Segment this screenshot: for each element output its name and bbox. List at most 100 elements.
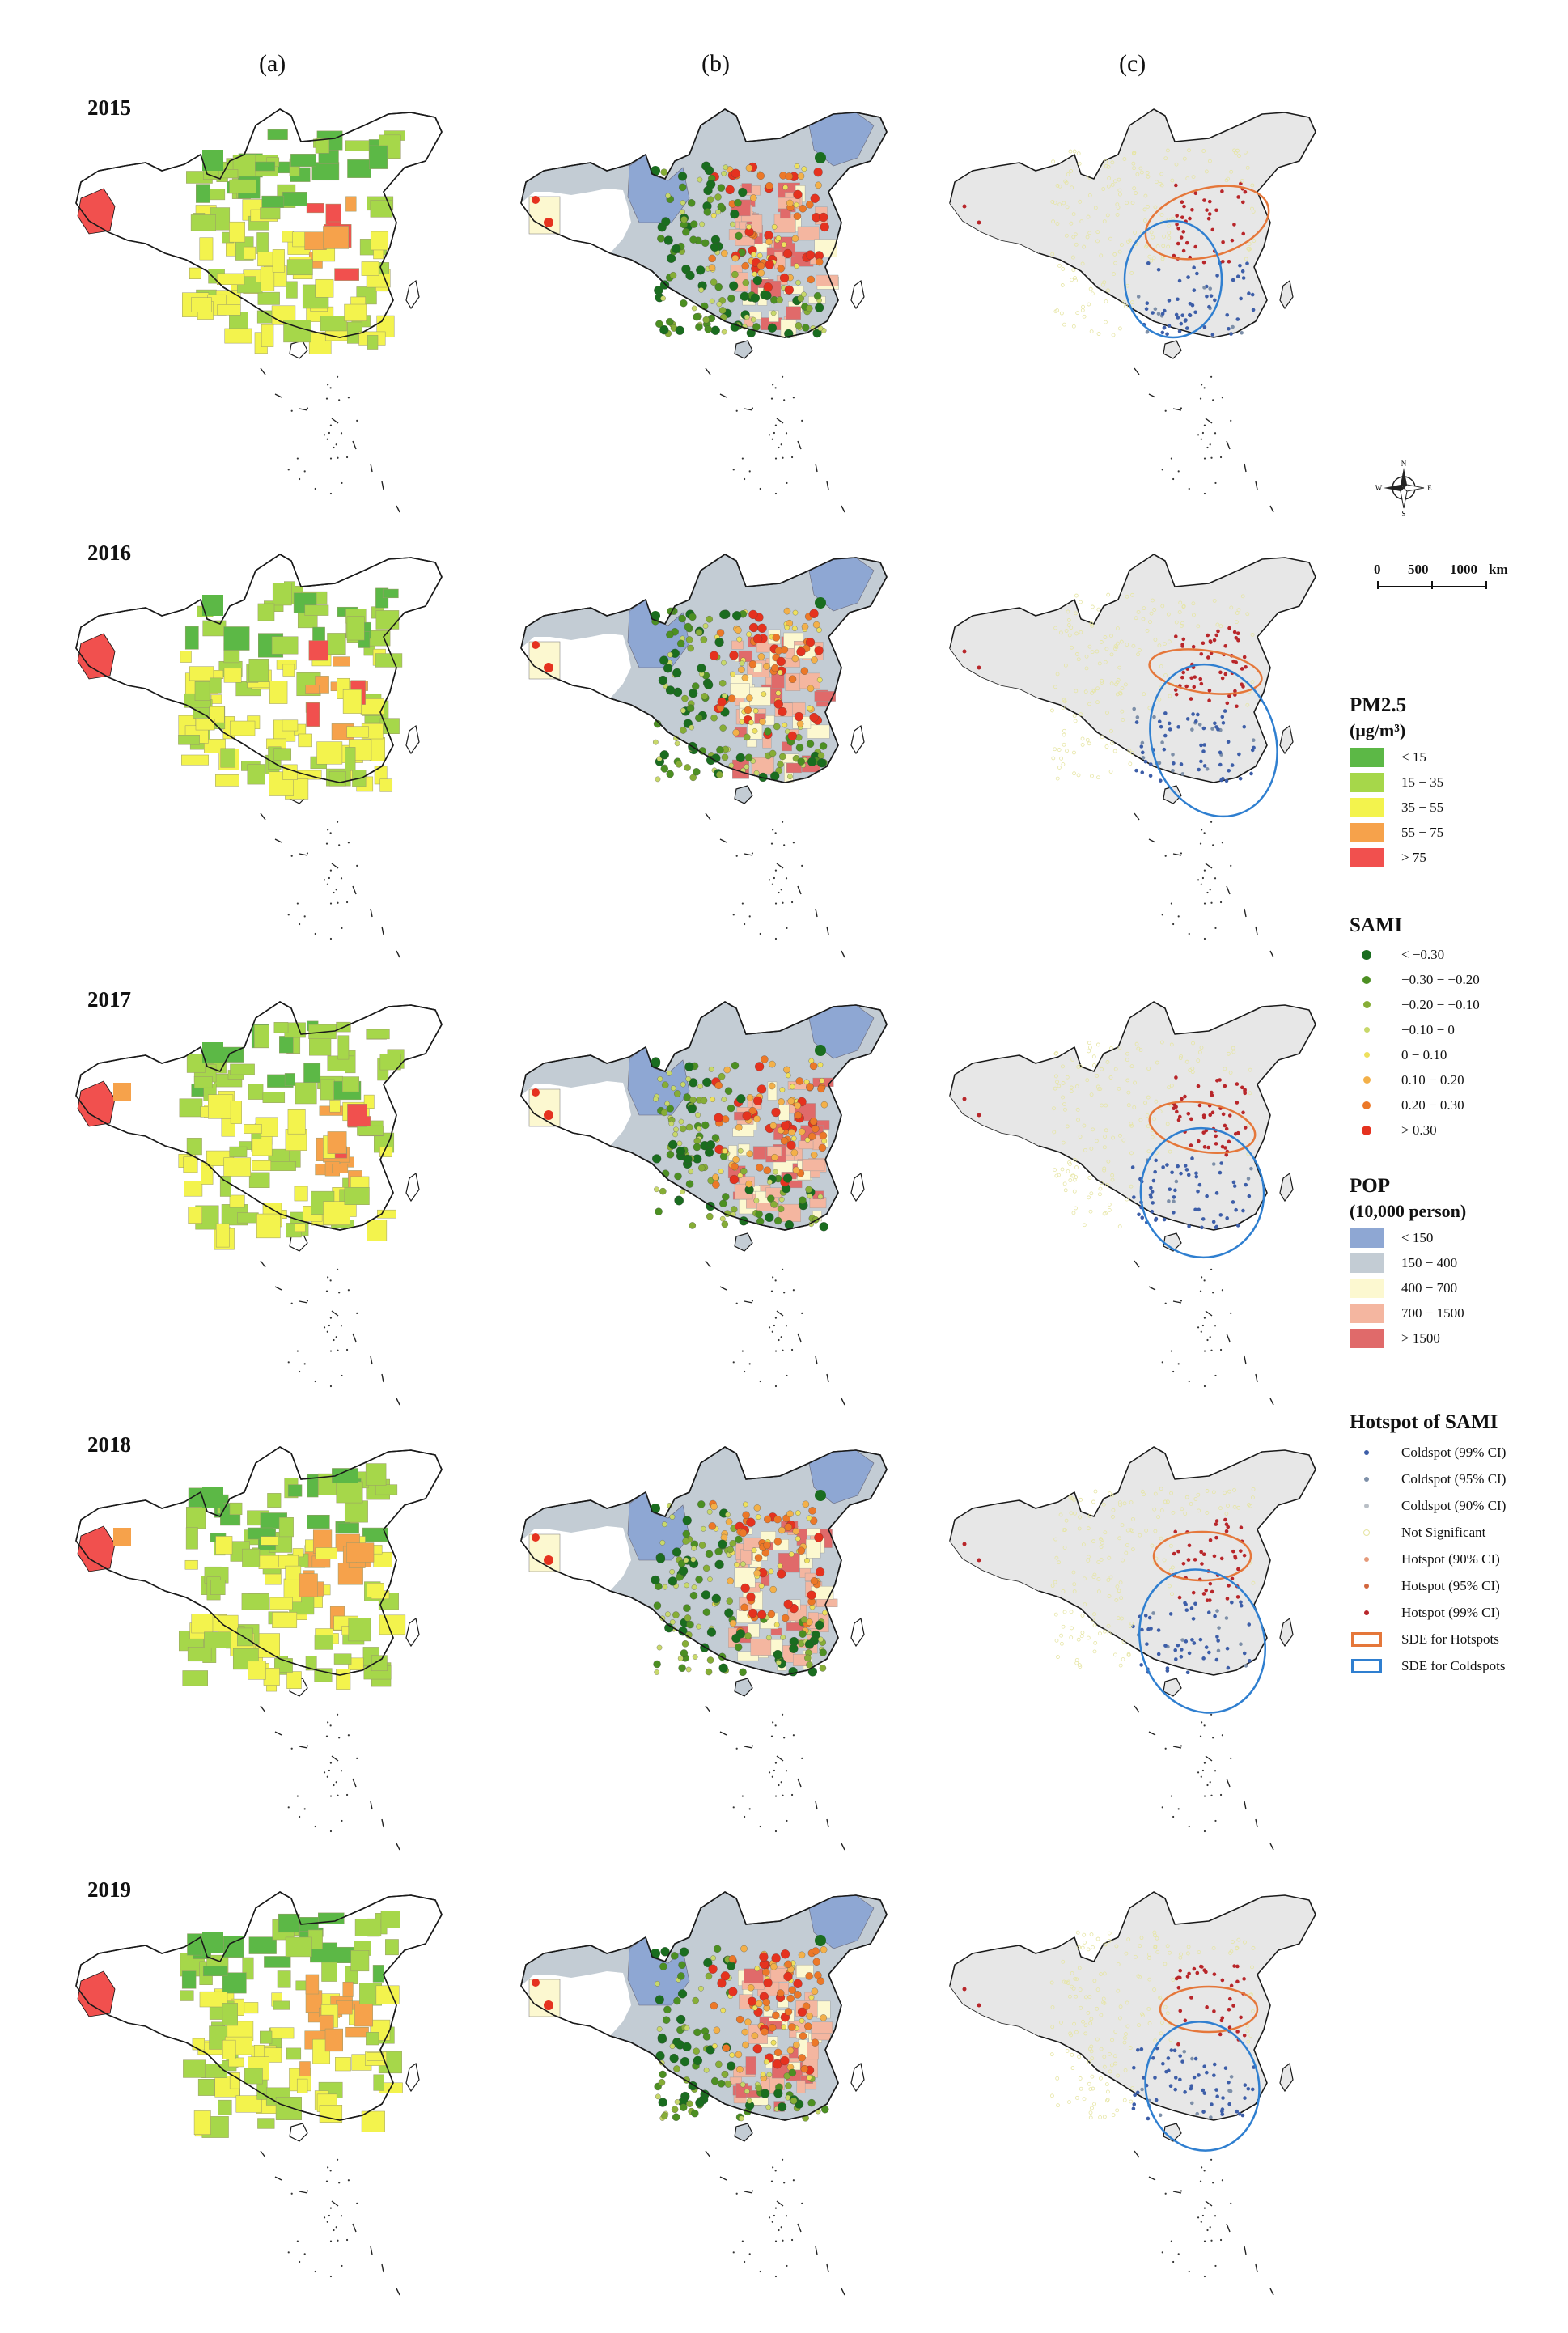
hotspot-city-dot	[1242, 1553, 1247, 1558]
hotspot-city-dot	[1156, 1652, 1161, 1656]
sami-city-dot	[736, 2065, 744, 2073]
pop-city-polygon	[762, 737, 772, 749]
pm25-legend-item: 35 − 55	[1350, 795, 1443, 820]
hotspot-city-dot	[1221, 260, 1225, 264]
hotspot-city-dot	[1100, 1103, 1104, 1108]
pm25-city-polygon	[181, 754, 209, 766]
sami-city-dot	[653, 1660, 661, 1669]
hotspot-city-dot	[1190, 2056, 1194, 2061]
sami-city-dot	[746, 631, 752, 638]
hotspot-city-dot	[1184, 1168, 1189, 1172]
sami-city-dot	[813, 291, 822, 300]
sami-city-dot	[737, 1147, 744, 1154]
hotspot-city-dot	[1057, 748, 1062, 752]
pm25-city-polygon	[285, 1565, 302, 1580]
hotspot-city-dot	[1129, 271, 1134, 275]
sami-city-dot	[819, 1078, 825, 1084]
pop-legend-swatch	[1350, 1303, 1384, 1323]
hotspot-city-dot	[1071, 212, 1076, 217]
hotspot-city-dot	[1171, 1565, 1175, 1570]
hotspot-city-dot	[1227, 1584, 1231, 1588]
sami-city-dot	[672, 2113, 680, 2121]
hotspot-city-dot	[1202, 764, 1207, 768]
hotspot-city-dot	[1108, 2069, 1112, 2074]
pm25-city-polygon	[191, 297, 212, 312]
hotspot-city-dot	[1165, 2011, 1170, 2016]
hotspot-city-dot	[1246, 2039, 1251, 2044]
hotspot-city-dot	[1245, 2023, 1250, 2028]
hotspot-city-dot	[1192, 265, 1196, 270]
sami-city-dot	[782, 1173, 793, 1183]
hotspot-city-dot	[1175, 222, 1179, 227]
sami-city-dot	[712, 1181, 720, 1189]
hotspot-city-dot	[1201, 1656, 1206, 1661]
hotspot-map-2019	[949, 1891, 1316, 2296]
hotspot-city-dot	[1072, 1189, 1077, 1194]
hotspot-city-dot	[1095, 700, 1100, 705]
hotspot-city-dot	[1156, 312, 1161, 316]
pm25-city-polygon	[278, 1555, 299, 1567]
sami-city-dot	[766, 2072, 773, 2078]
hotspot-city-dot	[1180, 621, 1184, 626]
hotspot-city-dot	[1145, 1113, 1150, 1118]
hotspot-city-dot	[1053, 1074, 1058, 1079]
hotspot-city-dot	[1226, 1504, 1230, 1508]
pm25-city-polygon	[337, 1035, 350, 1060]
sami-city-dot	[661, 1521, 667, 1528]
hotspot-city-dot	[1195, 2111, 1200, 2116]
south-china-sea-inset	[1134, 367, 1274, 513]
pm25-city-polygon	[341, 1076, 359, 1092]
hotspot-city-dot	[1162, 325, 1167, 330]
hotspot-city-dot	[1171, 753, 1175, 757]
hotspot-city-dot	[1146, 204, 1150, 209]
hotspot-city-dot	[1069, 1089, 1074, 1094]
hotspot-city-dot	[1174, 1075, 1178, 1080]
sami-city-dot	[652, 1154, 662, 1164]
hotspot-city-dot	[1134, 768, 1138, 773]
sami-city-dot	[691, 2109, 699, 2118]
hotspot-city-dot	[1071, 1987, 1076, 1991]
north-arrow-icon: N S E W	[1375, 460, 1432, 516]
sami-city-dot	[760, 290, 769, 299]
hotspot-legend-symbol	[1364, 1449, 1369, 1455]
hotspot-city-dot	[1100, 678, 1104, 683]
sami-city-dot	[792, 609, 799, 616]
pm25-city-polygon	[178, 735, 200, 745]
hotspot-city-dot	[1099, 1538, 1104, 1543]
hotspot-city-dot	[1201, 149, 1206, 153]
sami-city-dot	[782, 248, 793, 259]
hotspot-city-dot	[1090, 774, 1094, 778]
hotspot-city-dot	[1100, 1067, 1104, 1071]
hotspot-city-dot	[1105, 1182, 1109, 1187]
sami-west-dot	[532, 1979, 540, 1987]
hotspot-city-dot	[1193, 719, 1198, 723]
sami-city-dot	[753, 1198, 760, 1203]
hotspot-city-dot	[1055, 672, 1060, 677]
sami-city-dot	[744, 753, 753, 761]
hotspot-city-dot	[1083, 1995, 1088, 2000]
hotspot-city-dot	[1092, 1572, 1097, 1577]
sami-city-dot	[663, 235, 673, 245]
hotspot-city-dot	[1240, 269, 1245, 274]
hotspot-city-dot	[1202, 2064, 1207, 2068]
hotspot-city-dot	[1069, 1511, 1074, 1516]
hotspot-city-dot	[1192, 1966, 1197, 1971]
hotspot-city-dot	[962, 204, 967, 209]
sami-city-dot	[740, 1603, 748, 1611]
sami-city-dot	[729, 651, 739, 660]
sami-city-dot	[795, 279, 801, 286]
pm25-city-polygon	[229, 2072, 240, 2089]
sami-city-dot	[735, 1123, 743, 1131]
hotspot-city-dot	[1095, 1987, 1100, 1992]
sami-city-dot	[689, 220, 698, 228]
sami-city-dot	[723, 1066, 731, 1074]
hotspot-city-dot	[1235, 1964, 1240, 1969]
hotspot-city-dot	[1159, 1508, 1164, 1513]
pm25-city-polygon	[269, 681, 288, 704]
hotspot-city-dot	[1147, 1615, 1152, 1620]
hotspot-city-dot	[1074, 631, 1079, 636]
hotspot-city-dot	[1057, 264, 1062, 268]
sami-legend-item: −0.30 − −0.20	[1350, 967, 1480, 992]
hotspot-city-dot	[1248, 2034, 1253, 2038]
hotspot-city-dot	[1143, 1614, 1148, 1618]
